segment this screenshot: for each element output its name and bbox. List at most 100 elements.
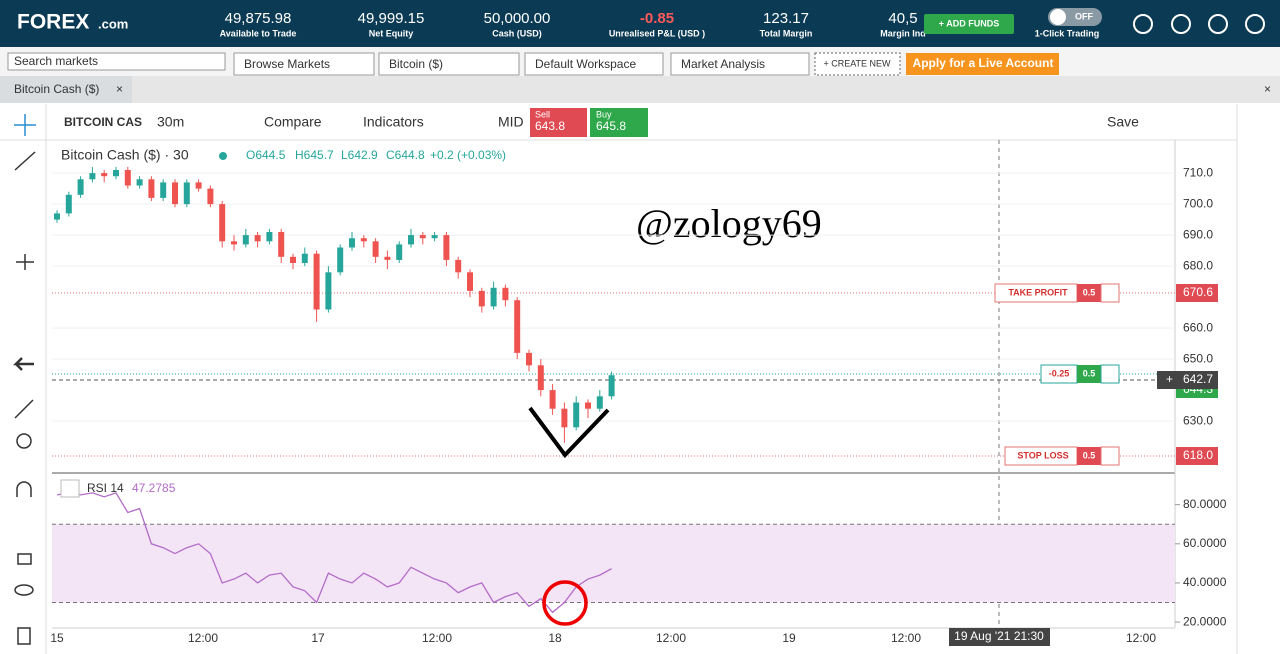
pos-close[interactable]: [1100, 364, 1120, 384]
legend-title: Bitcoin Cash ($) · 30: [61, 147, 189, 163]
candle-body: [502, 287, 509, 301]
stat-value: 49,875.98: [225, 10, 292, 27]
nav-tab-text: Browse Markets: [244, 57, 330, 71]
symbol[interactable]: BITCOIN CAS: [64, 115, 142, 129]
candle-body: [207, 188, 214, 205]
nav-tab-text: Bitcoin ($): [389, 57, 443, 71]
magnet-tool[interactable]: [16, 481, 32, 497]
legend-change: +0.2 (+0.03%): [430, 148, 506, 162]
add-funds-button[interactable]: [924, 14, 1014, 34]
trash-tool[interactable]: [17, 627, 31, 645]
tp-close[interactable]: [1100, 283, 1120, 303]
circle-annotation: [542, 580, 588, 626]
sell-price: 643.8: [535, 119, 565, 133]
tp-price-box: [1176, 284, 1218, 302]
indicators[interactable]: Indicators: [363, 114, 424, 130]
candle-body: [596, 396, 603, 409]
live-account-text: Apply for a Live Account: [913, 56, 1054, 70]
rsi-line: [56, 492, 612, 614]
phone-icon[interactable]: [1133, 14, 1153, 34]
search-text: Search markets: [14, 54, 98, 68]
candle-body: [54, 213, 60, 220]
y-tick-label: 680.0: [1183, 258, 1213, 272]
candle-body: [101, 173, 108, 177]
stat-value: 40,5: [888, 10, 917, 27]
x-tick-label: 12:00: [188, 631, 218, 645]
rsi-tick-label: 20.0000: [1183, 614, 1227, 628]
nav-tab[interactable]: [524, 52, 664, 76]
candle-body: [514, 300, 521, 353]
candle-body: [290, 256, 296, 263]
candle-body: [396, 244, 403, 260]
crosshair-price-box: [1157, 371, 1218, 389]
user-icon[interactable]: [1245, 14, 1265, 34]
stat-value: -0.85: [640, 10, 674, 27]
tabs: Browse Markets Bitcoin ($) Default Workspa…: [233, 52, 810, 76]
ruler-tool[interactable]: [14, 399, 34, 419]
legend-dot: [219, 152, 227, 160]
save[interactable]: Save: [1107, 114, 1139, 130]
plot: [52, 166, 1175, 614]
sell-button[interactable]: [530, 108, 587, 137]
legend-high: H645.7: [295, 148, 334, 162]
rsi-collapse[interactable]: [60, 479, 80, 498]
x-tick-label: 19: [782, 631, 796, 645]
candle-body: [65, 194, 72, 214]
lock-tool[interactable]: [17, 553, 32, 565]
y-tick-label: 700.0: [1183, 196, 1213, 210]
nav-tab-text: Market Analysis: [681, 57, 765, 71]
nav-tab[interactable]: [378, 52, 520, 76]
mid[interactable]: MID: [498, 114, 524, 130]
compare[interactable]: Compare: [264, 114, 322, 130]
stat-label: Net Equity: [369, 28, 414, 38]
stat-value: 123.17: [763, 10, 809, 27]
help-icon[interactable]: [1171, 14, 1191, 34]
nav-tab[interactable]: [670, 52, 810, 76]
crosshair-price: 642.7: [1183, 372, 1213, 386]
candle-body: [89, 173, 96, 180]
panel-close[interactable]: ×: [1264, 82, 1271, 96]
candle-body: [183, 182, 190, 205]
tab-close[interactable]: ×: [116, 82, 123, 96]
pos-qty: 0.5: [1083, 368, 1096, 378]
sl-close[interactable]: [1100, 446, 1120, 466]
candle-body: [419, 235, 426, 239]
zoom-tool[interactable]: [16, 433, 32, 449]
candle-body: [490, 287, 497, 307]
stat-label: Unrealised P&L (USD ): [609, 28, 705, 38]
buy-price: 645.8: [596, 119, 626, 133]
active-tab[interactable]: [0, 76, 132, 103]
text-tool[interactable]: [16, 254, 34, 270]
stat-value: 50,000.00: [484, 10, 551, 27]
interval[interactable]: 30m: [157, 114, 184, 130]
watermark: @zology69: [636, 201, 822, 246]
buy-button[interactable]: [590, 108, 648, 137]
candle-body: [526, 352, 532, 366]
x-tick-label: 12:00: [656, 631, 686, 645]
candle-body: [537, 365, 544, 391]
create-new[interactable]: [814, 52, 901, 76]
search-box[interactable]: [7, 52, 226, 71]
candle-body: [337, 247, 344, 273]
buy-label: Buy: [596, 109, 612, 119]
candle-body: [325, 272, 332, 310]
rsi-band-group: [52, 523, 1175, 604]
crosshair-tool[interactable]: [14, 114, 36, 136]
candle-body: [431, 235, 438, 239]
line-tool[interactable]: [14, 151, 36, 171]
candle-body: [455, 259, 462, 273]
sl-price: 618.0: [1183, 448, 1213, 462]
bell-icon[interactable]: [1208, 14, 1228, 34]
candle-body: [124, 170, 131, 186]
legend-open: O644.5: [246, 148, 286, 162]
tab-title: Bitcoin Cash ($): [14, 82, 99, 96]
tp-qty-box: [1077, 284, 1101, 302]
nav-tab[interactable]: [233, 52, 375, 76]
candle-body: [585, 402, 591, 409]
live-account-button[interactable]: [906, 53, 1059, 75]
header-icons: [1133, 14, 1265, 34]
eye-tool[interactable]: [14, 584, 34, 596]
back-tool[interactable]: [12, 357, 34, 371]
logo: FOREX: [17, 11, 89, 34]
